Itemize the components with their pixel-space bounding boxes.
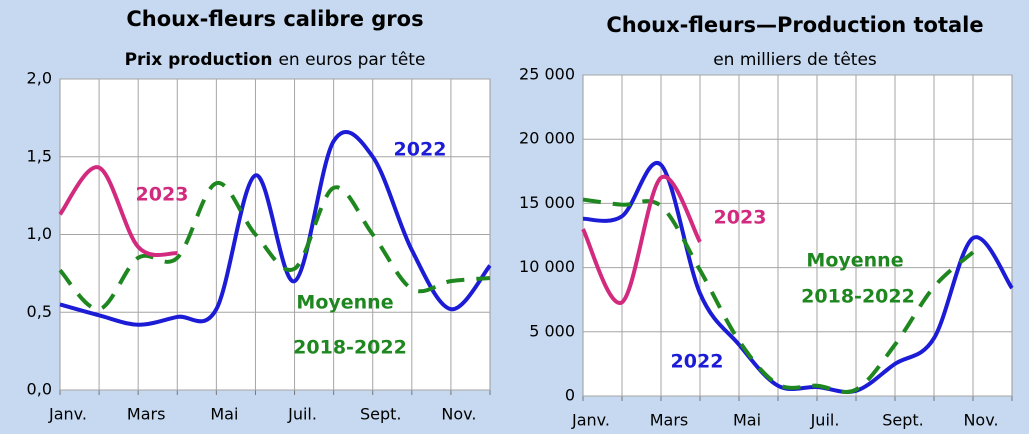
chart-subtitle: en milliers de têtes [713,50,877,70]
annotation: 2023 [714,207,767,229]
x-tick-label: Janv. [48,405,87,424]
y-tick-label: 20 000 [519,129,575,148]
x-tick-label: Nov. [441,405,476,424]
y-tick-label: 15 000 [519,193,575,212]
y-tick-label: 10 000 [519,257,575,276]
chart-subtitle: Prix production en euros par tête [125,50,426,70]
annotation: 2018-2022 [801,286,915,308]
x-tick-label: Sept. [360,405,402,424]
annotation: Moyenne [806,250,903,272]
plot-area [582,74,1013,397]
chart-title: Choux-fleurs—Production totale [606,13,983,37]
y-tick-label: 1,5 [27,146,52,165]
annotation: 2022 [394,139,447,161]
annotation: 2018-2022 [293,337,407,359]
annotation: 2023 [136,184,189,206]
series-line [58,181,491,312]
y-tick-label: 0,5 [27,302,52,321]
x-tick-label: Janv. [571,411,610,430]
x-tick-label: Juil. [287,405,317,424]
x-tick-label: Sept. [882,411,924,430]
chart-title: Choux-fleurs calibre gros [126,7,423,31]
annotation: 2022 [671,351,724,373]
x-tick-label: Mars [127,405,166,424]
series-line [581,174,702,305]
x-tick-label: Mai [210,405,238,424]
y-tick-label: 1,0 [27,224,52,243]
annotation: Moyenne [296,292,393,314]
x-tick-label: Nov. [963,411,998,430]
y-tick-label: 0,0 [27,380,52,399]
series-line [58,165,178,258]
series-line [59,130,492,327]
y-tick-label: 2,0 [27,69,52,88]
subtitle-text: en euros par tête [278,50,425,70]
x-tick-label: Mars [650,411,689,430]
x-tick-label: Mai [733,411,761,430]
x-tick-label: Juil. [810,411,840,430]
y-tick-label: 0 [565,386,575,405]
subtitle-bold: Prix production [125,50,273,70]
y-tick-label: 25 000 [519,65,575,84]
y-tick-label: 5 000 [529,321,575,340]
